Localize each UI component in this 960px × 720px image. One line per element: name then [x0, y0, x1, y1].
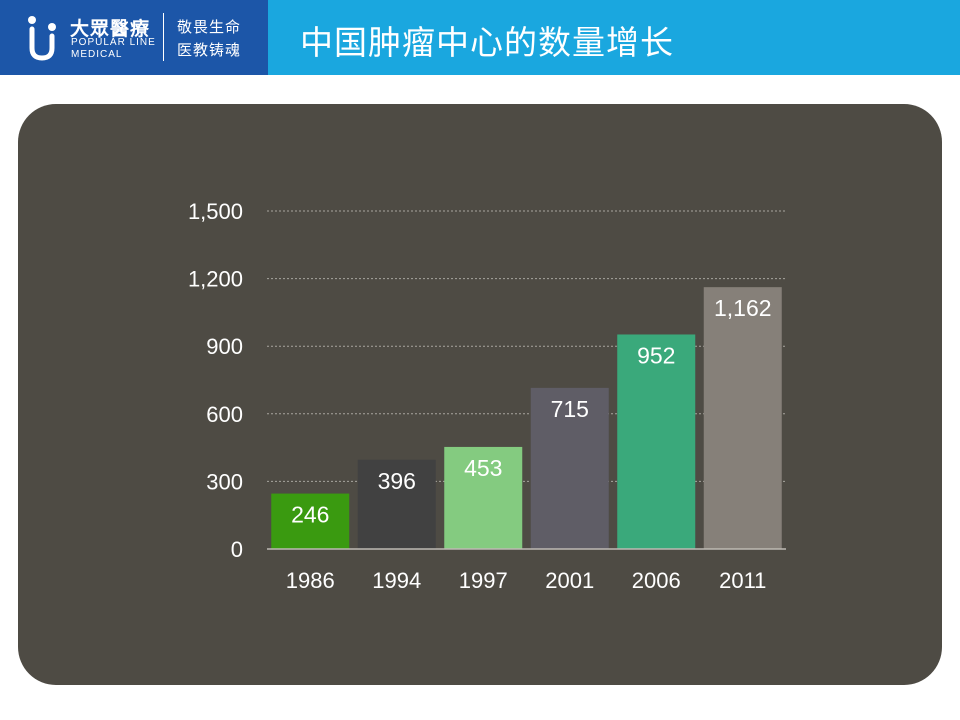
y-tick-label: 900 [206, 334, 243, 359]
data-label: 396 [378, 468, 416, 494]
chart-panel: 0 300 600 900 1,200 1,500 246 1986 396 1994 453 199… [18, 104, 942, 685]
bar-1986 [271, 493, 350, 549]
logo-english-line2: MEDICAL [71, 49, 123, 60]
bar-2011 [703, 287, 782, 549]
x-tick-label: 1994 [372, 568, 421, 593]
x-tick-label: 1986 [286, 568, 335, 593]
data-label: 952 [637, 342, 675, 368]
bar-2006 [617, 334, 696, 549]
logo-chinese-name: 大眾醫療 [70, 19, 151, 40]
data-label: 1,162 [714, 295, 772, 321]
header-bar: 大眾醫療 POPULAR LINE MEDICAL 敬畏生命 医教铸魂 中国肿瘤… [0, 0, 960, 75]
slogan-line1: 敬畏生命 [177, 19, 242, 36]
y-tick-label: 1,500 [188, 199, 243, 224]
x-tick-label: 2006 [632, 568, 681, 593]
page-title: 中国肿瘤中心的数量增长 [300, 24, 674, 61]
y-tick-label: 1,200 [188, 267, 243, 292]
data-label: 453 [464, 455, 502, 481]
y-tick-label: 300 [206, 469, 243, 494]
data-label: 246 [291, 502, 329, 528]
y-tick-label: 0 [231, 537, 243, 562]
bar-1997 [444, 446, 523, 549]
logo-area: 大眾醫療 POPULAR LINE MEDICAL 敬畏生命 医教铸魂 [0, 0, 268, 75]
x-tick-label: 2011 [719, 568, 766, 593]
x-tick-label: 1997 [459, 568, 508, 593]
data-label: 715 [551, 396, 589, 422]
logo-icon [28, 16, 56, 61]
y-tick-label: 600 [206, 402, 243, 427]
x-tick-label: 2001 [545, 568, 594, 593]
logo-divider [163, 13, 164, 61]
bar-2001 [530, 387, 609, 549]
slogan-line2: 医教铸魂 [177, 42, 242, 59]
bar-1994 [357, 459, 436, 549]
logo-english-line1: POPULAR LINE [71, 37, 156, 48]
bar-chart: 0 300 600 900 1,200 1,500 246 1986 396 1994 453 199… [188, 199, 786, 593]
